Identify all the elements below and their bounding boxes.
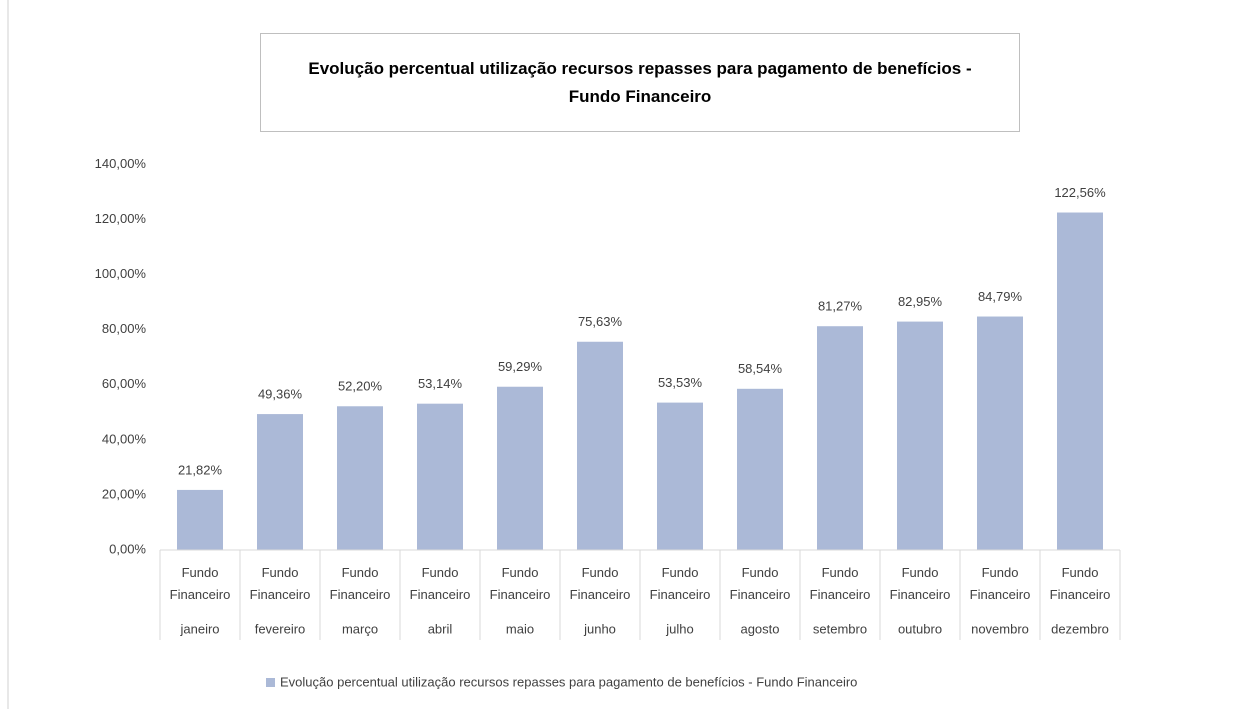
data-label: 58,54% xyxy=(738,361,783,376)
data-label: 21,82% xyxy=(178,462,223,477)
data-label: 52,20% xyxy=(338,379,383,394)
x-group-label: Fundo Financeiro xyxy=(490,565,551,602)
x-group-label: Fundo Financeiro xyxy=(170,565,231,602)
bar xyxy=(577,341,623,550)
x-group-label: Fundo Financeiro xyxy=(970,565,1031,602)
x-tick-label: março xyxy=(342,621,378,636)
data-label: 59,29% xyxy=(498,359,543,374)
bar xyxy=(897,321,943,550)
x-tick-label: outubro xyxy=(898,621,942,636)
bar xyxy=(977,316,1023,550)
data-label: 53,53% xyxy=(658,375,703,390)
bar xyxy=(817,326,863,550)
chart-title: Evolução percentual utilização recursos … xyxy=(308,58,972,106)
y-tick-label: 40,00% xyxy=(102,431,147,446)
x-tick-label: fevereiro xyxy=(255,621,306,636)
x-tick-label: janeiro xyxy=(179,621,219,636)
data-label: 49,36% xyxy=(258,387,303,402)
data-label: 82,95% xyxy=(898,294,943,309)
x-tick-label: setembro xyxy=(813,621,867,636)
bar xyxy=(337,406,383,550)
data-label: 81,27% xyxy=(818,299,863,314)
x-tick-label: maio xyxy=(506,621,534,636)
data-label: 122,56% xyxy=(1054,185,1106,200)
bar xyxy=(177,489,223,550)
data-label: 53,14% xyxy=(418,376,463,391)
bar xyxy=(417,403,463,550)
y-tick-label: 0,00% xyxy=(109,541,146,556)
x-tick-label: novembro xyxy=(971,621,1029,636)
y-tick-label: 100,00% xyxy=(95,266,147,281)
bar xyxy=(497,386,543,550)
x-group-label: Fundo Financeiro xyxy=(410,565,471,602)
x-tick-label: dezembro xyxy=(1051,621,1109,636)
y-tick-label: 120,00% xyxy=(95,211,147,226)
data-label: 84,79% xyxy=(978,289,1023,304)
x-group-label: Fundo Financeiro xyxy=(330,565,391,602)
x-group-label: Fundo Financeiro xyxy=(1050,565,1111,602)
x-group-label: Fundo Financeiro xyxy=(810,565,871,602)
x-group-label: Fundo Financeiro xyxy=(730,565,791,602)
legend-label: Evolução percentual utilização recursos … xyxy=(280,674,857,689)
bar xyxy=(657,402,703,550)
y-tick-label: 20,00% xyxy=(102,486,147,501)
x-group-label: Fundo Financeiro xyxy=(570,565,631,602)
x-tick-label: agosto xyxy=(740,621,779,636)
bar xyxy=(257,414,303,550)
x-tick-label: abril xyxy=(428,621,453,636)
title-box: Evolução percentual utilização recursos … xyxy=(260,33,1020,132)
x-tick-label: junho xyxy=(583,621,616,636)
bar xyxy=(737,388,783,550)
bar xyxy=(1057,212,1103,551)
legend-swatch xyxy=(266,678,275,687)
x-group-label: Fundo Financeiro xyxy=(250,565,311,602)
x-group-label: Fundo Financeiro xyxy=(650,565,711,602)
y-tick-label: 140,00% xyxy=(95,156,147,171)
y-tick-label: 60,00% xyxy=(102,376,147,391)
x-group-label: Fundo Financeiro xyxy=(890,565,951,602)
x-tick-label: julho xyxy=(665,621,693,636)
y-tick-label: 80,00% xyxy=(102,321,147,336)
data-label: 75,63% xyxy=(578,314,623,329)
